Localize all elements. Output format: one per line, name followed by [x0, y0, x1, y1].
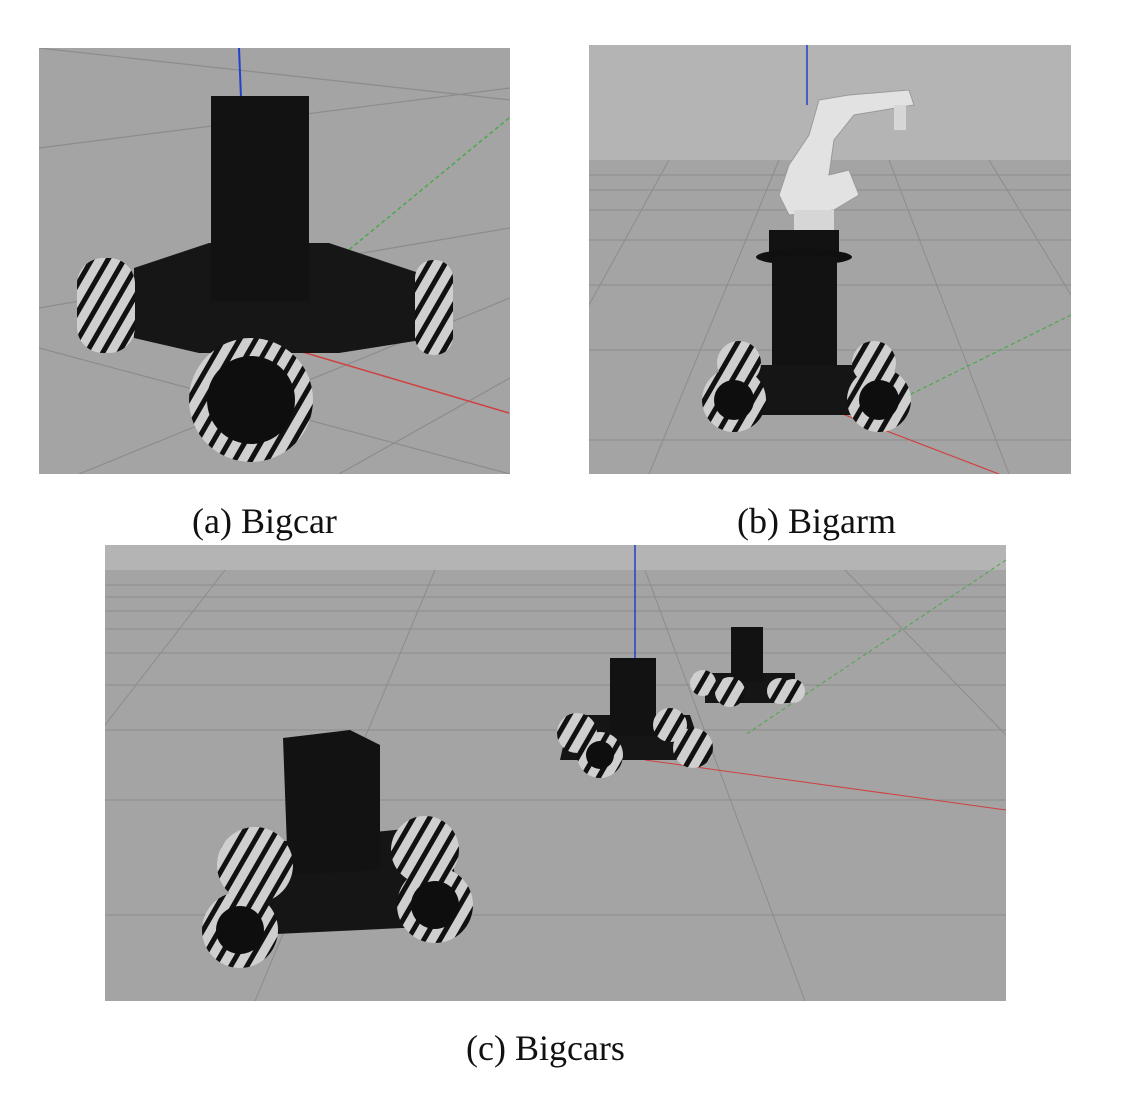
arm-gripper [894, 105, 906, 130]
wheel [715, 677, 745, 707]
arm-base [794, 210, 834, 230]
caption-b: (b) Bigarm [737, 503, 896, 539]
panel-b-image [589, 45, 1071, 474]
wheel-front-hub [207, 356, 295, 444]
wheel-hub [411, 881, 459, 929]
panel-a-image [39, 48, 510, 474]
robot-tower [283, 730, 380, 875]
caption-c: (c) Bigcars [466, 1030, 625, 1066]
sky [105, 545, 1006, 570]
wheel [673, 728, 713, 768]
panel-c-image [105, 545, 1006, 1001]
wheel [690, 670, 716, 696]
robot-column [772, 257, 837, 377]
wheel-right [415, 260, 453, 355]
bigcar-scene [39, 48, 510, 474]
wheel-hub [586, 741, 614, 769]
caption-a: (a) Bigcar [192, 503, 337, 539]
wheel-hub [859, 380, 899, 420]
robot-tower [211, 96, 309, 301]
wheel-left [77, 258, 135, 353]
bigcars-scene [105, 545, 1006, 1001]
robot-tower [731, 627, 763, 682]
wheel-hub [216, 906, 264, 954]
wheel-hub [714, 380, 754, 420]
robot-tower [610, 658, 656, 736]
wheel [217, 827, 293, 903]
bigarm-scene [589, 45, 1071, 474]
wheel [781, 679, 805, 703]
